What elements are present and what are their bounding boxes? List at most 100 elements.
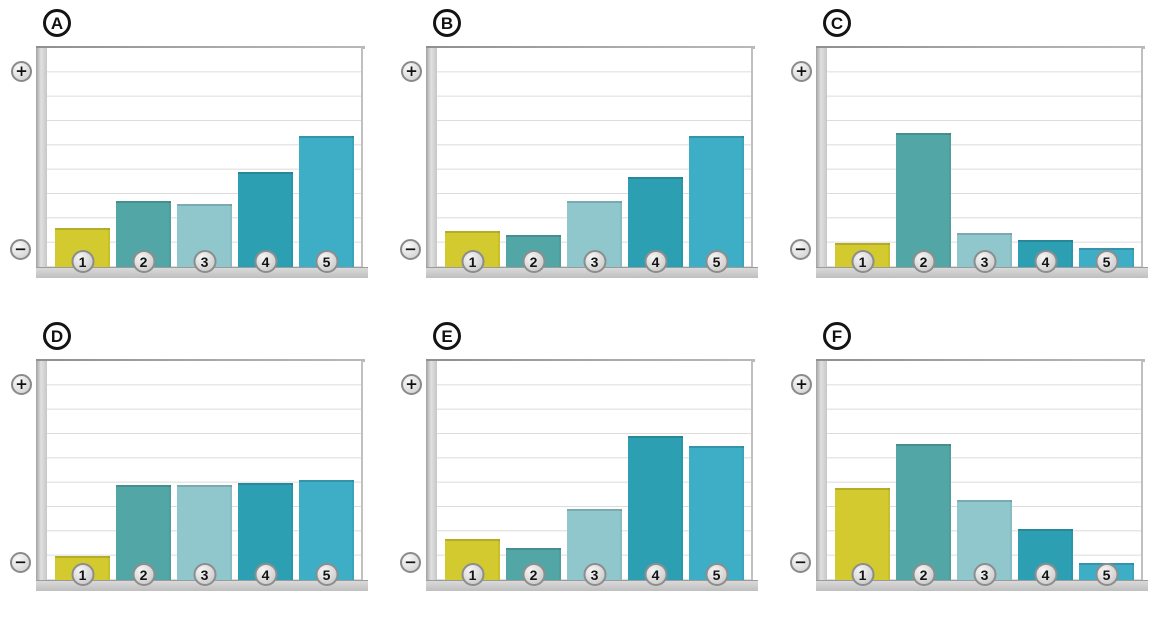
bar-category-3: 3: [177, 485, 232, 586]
panel-inner: C + − 1 2 3 4 5: [780, 0, 1170, 300]
minus-icon: −: [400, 552, 421, 573]
bar-category-4: 4: [1018, 240, 1073, 273]
panel-letter-badge: D: [43, 322, 71, 350]
bar-category-1: 1: [445, 230, 500, 273]
panel-letter-badge: B: [433, 9, 461, 37]
bar-category-5: 5: [299, 480, 354, 586]
bar-category-3: 3: [957, 232, 1012, 273]
minus-icon: −: [10, 239, 31, 260]
bars-group: 1 2 3 4 5: [47, 361, 363, 586]
panel-C: C + − 1 2 3 4 5: [780, 0, 1170, 300]
panel-inner: D + − 1 2 3 4 5: [0, 313, 390, 622]
category-badge: 3: [973, 563, 996, 586]
category-badge: 2: [912, 563, 935, 586]
plus-icon: +: [11, 374, 32, 395]
bar-category-5: 5: [1079, 562, 1134, 586]
bar-category-2: 2: [506, 235, 561, 273]
category-badge: 4: [644, 563, 667, 586]
bar-category-5: 5: [689, 135, 744, 273]
plot-top-border: [36, 46, 365, 49]
plot-top-border: [816, 359, 1145, 362]
panel-A: A + − 1 2 3 4 5: [0, 0, 390, 300]
panel-letter-badge: E: [433, 322, 461, 350]
category-badge: 5: [1095, 563, 1118, 586]
panel-letter-badge: C: [823, 9, 851, 37]
category-badge: 5: [705, 250, 728, 273]
category-badge: 4: [254, 250, 277, 273]
plot-top-border: [426, 46, 755, 49]
plot-top-border: [36, 359, 365, 362]
minus-icon: −: [790, 239, 811, 260]
category-badge: 4: [1034, 250, 1057, 273]
bar-category-5: 5: [299, 135, 354, 273]
bar-category-4: 4: [238, 172, 293, 273]
category-badge: 3: [583, 563, 606, 586]
bar-category-4: 4: [238, 482, 293, 586]
bar-category-3: 3: [957, 499, 1012, 586]
panel-F: F + − 1 2 3 4 5: [780, 300, 1170, 622]
category-badge: 5: [315, 563, 338, 586]
bar-category-1: 1: [55, 228, 110, 273]
panel-letter-badge: F: [823, 322, 851, 350]
category-badge: 1: [461, 563, 484, 586]
panel-inner: E + − 1 2 3 4 5: [390, 313, 780, 622]
category-badge: 4: [1034, 563, 1057, 586]
bars-group: 1 2 3 4 5: [437, 48, 753, 273]
bars-group: 1 2 3 4 5: [47, 48, 363, 273]
category-badge: 4: [254, 563, 277, 586]
bar-category-3: 3: [567, 509, 622, 586]
category-badge: 3: [583, 250, 606, 273]
plus-icon: +: [791, 374, 812, 395]
bar-category-3: 3: [177, 203, 232, 273]
category-badge: 1: [71, 563, 94, 586]
plus-icon: +: [11, 61, 32, 82]
category-badge: 5: [315, 250, 338, 273]
minus-icon: −: [400, 239, 421, 260]
y-axis-bar: [426, 361, 437, 590]
y-axis-bar: [816, 48, 827, 277]
bar-category-1: 1: [55, 555, 110, 586]
bars-group: 1 2 3 4 5: [827, 361, 1143, 586]
bars-group: 1 2 3 4 5: [827, 48, 1143, 273]
category-badge: 4: [644, 250, 667, 273]
bars-group: 1 2 3 4 5: [437, 361, 753, 586]
panel-letter-badge: A: [43, 9, 71, 37]
category-badge: 3: [193, 563, 216, 586]
bar-category-1: 1: [835, 242, 890, 273]
bar-category-5: 5: [1079, 247, 1134, 273]
plot-area: [827, 48, 1143, 267]
bar-category-2: 2: [896, 443, 951, 586]
category-badge: 2: [522, 250, 545, 273]
category-badge: 1: [461, 250, 484, 273]
plot-top-border: [816, 46, 1145, 49]
plus-icon: +: [401, 374, 422, 395]
y-axis-bar: [426, 48, 437, 277]
bar-category-1: 1: [445, 538, 500, 586]
category-badge: 5: [1095, 250, 1118, 273]
bar-category-2: 2: [116, 201, 171, 273]
y-axis-bar: [36, 361, 47, 590]
category-badge: 1: [71, 250, 94, 273]
panel-E: E + − 1 2 3 4 5: [390, 300, 780, 622]
minus-icon: −: [790, 552, 811, 573]
category-badge: 2: [132, 250, 155, 273]
panel-inner: B + − 1 2 3 4 5: [390, 0, 780, 300]
bar-category-2: 2: [116, 485, 171, 586]
panel-B: B + − 1 2 3 4 5: [390, 0, 780, 300]
plus-icon: +: [791, 61, 812, 82]
bar-category-4: 4: [628, 436, 683, 586]
panel-D: D + − 1 2 3 4 5: [0, 300, 390, 622]
category-badge: 2: [912, 250, 935, 273]
bar-category-4: 4: [1018, 528, 1073, 586]
category-badge: 3: [193, 250, 216, 273]
bar-category-3: 3: [567, 201, 622, 273]
plus-icon: +: [401, 61, 422, 82]
bar-category-1: 1: [835, 487, 890, 586]
y-axis-bar: [36, 48, 47, 277]
panel-inner: A + − 1 2 3 4 5: [0, 0, 390, 300]
bar-category-2: 2: [506, 548, 561, 586]
bar-category-2: 2: [896, 133, 951, 273]
minus-icon: −: [10, 552, 31, 573]
category-badge: 3: [973, 250, 996, 273]
